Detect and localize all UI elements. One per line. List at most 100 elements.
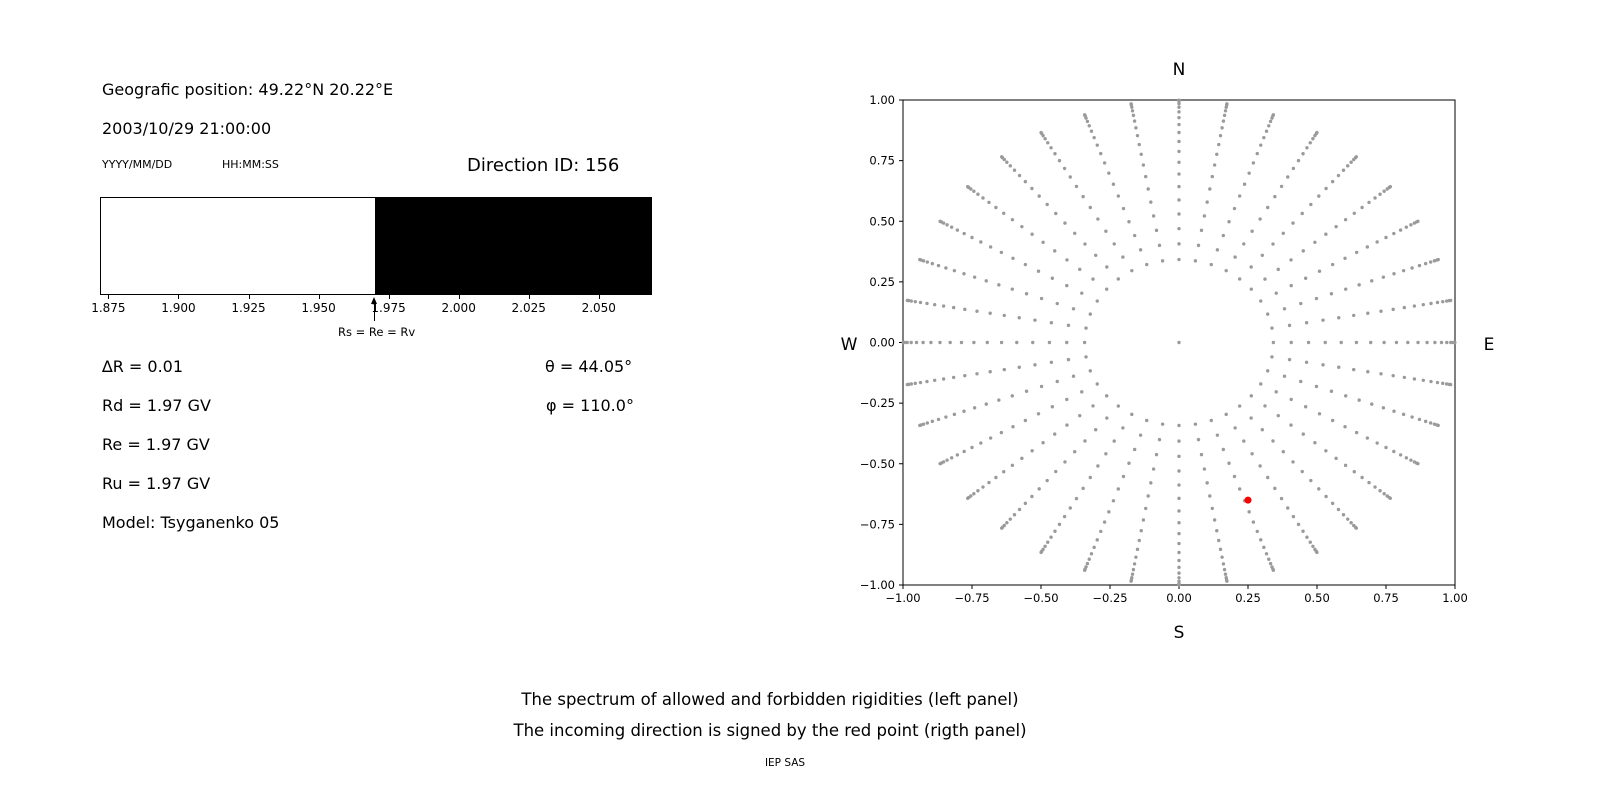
direction-grid-point xyxy=(1271,113,1276,117)
direction-grid-point xyxy=(1199,228,1204,233)
direction-grid-point xyxy=(975,309,979,313)
direction-grid-point xyxy=(1177,257,1181,262)
direction-grid-point xyxy=(1146,494,1150,498)
direction-grid-point xyxy=(1177,130,1181,135)
direction-grid-point xyxy=(1360,475,1364,480)
direction-grid-point xyxy=(1104,452,1108,456)
direction-grid-point xyxy=(905,298,910,303)
x-tick-label: −0.75 xyxy=(954,591,989,605)
direction-grid-point xyxy=(1129,579,1133,583)
direction-grid-point xyxy=(1410,415,1414,419)
direction-grid-point xyxy=(962,272,966,276)
geographic-position-label: Geografic position: 49.22°N 20.22°E xyxy=(102,80,394,99)
direction-grid-point xyxy=(1289,423,1293,427)
direction-grid-point xyxy=(984,402,988,406)
direction-grid-point xyxy=(1416,219,1420,224)
direction-grid-point xyxy=(1291,166,1296,171)
direction-grid-point xyxy=(994,205,998,210)
direction-grid-point xyxy=(1177,579,1181,584)
direction-grid-point xyxy=(1250,452,1254,456)
direction-grid-point xyxy=(1262,135,1266,140)
direction-grid-point xyxy=(1049,535,1053,539)
direction-grid-point xyxy=(1421,302,1425,307)
direction-grid-point xyxy=(1116,277,1121,281)
direction-grid-point xyxy=(949,225,954,229)
direction-grid-point xyxy=(1225,579,1229,583)
direction-grid-point xyxy=(1053,152,1057,156)
direction-grid-point xyxy=(997,283,1001,287)
direction-grid-point xyxy=(1094,253,1098,257)
x-tick-label: 1.900 xyxy=(161,301,196,315)
direction-grid-point xyxy=(1273,486,1277,491)
direction-grid-point xyxy=(1354,155,1359,159)
direction-grid-point xyxy=(941,304,946,308)
direction-grid-point xyxy=(1063,221,1067,225)
direction-grid-point xyxy=(1082,340,1087,345)
direction-grid-point xyxy=(1039,296,1044,301)
direction-grid-point xyxy=(962,449,966,454)
direction-grid-point xyxy=(1291,221,1295,225)
direction-grid-point xyxy=(1135,547,1140,552)
delta-r-value: ∆R = 0.01 xyxy=(102,357,184,376)
direction-grid-point xyxy=(1160,259,1165,263)
x-tick-label: 1.00 xyxy=(1442,591,1468,605)
direction-grid-point xyxy=(1008,164,1012,168)
direction-grid-point xyxy=(970,235,974,240)
direction-grid-point xyxy=(1270,326,1274,330)
direction-grid-point xyxy=(1005,521,1009,525)
direction-grid-point xyxy=(1417,417,1422,422)
direction-grid-point xyxy=(1392,449,1396,454)
direction-grid-point xyxy=(1392,409,1396,413)
direction-grid-point xyxy=(1111,182,1116,186)
direction-grid-point xyxy=(1202,467,1207,471)
direction-grid-point xyxy=(1436,257,1440,262)
compass-north-label: N xyxy=(1172,60,1186,80)
cutoff-arrow xyxy=(371,297,378,321)
direction-grid-point xyxy=(1088,312,1092,316)
direction-grid-point xyxy=(1043,137,1047,141)
x-tick-label: −1.00 xyxy=(885,591,920,605)
direction-grid-point xyxy=(1053,529,1057,533)
direction-grid-point xyxy=(1369,340,1373,345)
direction-grid-point xyxy=(1334,224,1338,229)
direction-grid-point xyxy=(1448,298,1453,303)
direction-grid-point xyxy=(1249,265,1253,269)
direction-grid-point xyxy=(1247,171,1251,175)
direction-grid-point xyxy=(1066,357,1071,362)
direction-grid-point xyxy=(1030,449,1034,453)
direction-grid-point xyxy=(1208,187,1212,191)
direction-grid-point xyxy=(1057,158,1062,163)
direction-grid-point xyxy=(1352,470,1356,474)
direction-grid-point xyxy=(925,260,930,264)
direction-grid-point xyxy=(1196,243,1201,248)
direction-grid-point xyxy=(1177,172,1181,176)
direction-grid-point xyxy=(1105,416,1109,420)
direction-grid-point xyxy=(1224,268,1228,273)
direction-grid-point xyxy=(1131,567,1136,572)
direction-grid-point xyxy=(1299,301,1303,306)
direction-grid-point xyxy=(1045,478,1049,483)
direction-grid-point xyxy=(962,231,966,236)
direction-grid-point xyxy=(955,228,960,232)
direction-grid-point xyxy=(1177,550,1181,555)
direction-grid-point xyxy=(984,279,988,283)
direction-grid-point xyxy=(1378,192,1382,196)
direction-grid-point xyxy=(938,340,942,345)
direction-grid-point xyxy=(1381,406,1386,410)
direction-grid-point xyxy=(1366,370,1370,374)
direction-grid-point xyxy=(1392,272,1396,276)
direction-grid-point xyxy=(999,250,1004,255)
direction-grid-point xyxy=(1291,460,1295,464)
x-tick-label: 0.25 xyxy=(1235,591,1261,605)
direction-grid-point xyxy=(1083,439,1087,443)
direction-grid-point xyxy=(918,257,922,262)
direction-grid-point xyxy=(1354,340,1359,345)
direction-grid-point xyxy=(1217,538,1221,543)
direction-grid-point xyxy=(1255,529,1259,534)
direction-grid-point xyxy=(1102,520,1107,524)
direction-grid-point xyxy=(1314,296,1319,301)
direction-grid-point xyxy=(1043,544,1047,548)
direction-grid-point xyxy=(1282,307,1287,311)
x-tick-label: 1.975 xyxy=(371,301,406,315)
direction-grid-point xyxy=(1127,220,1131,224)
